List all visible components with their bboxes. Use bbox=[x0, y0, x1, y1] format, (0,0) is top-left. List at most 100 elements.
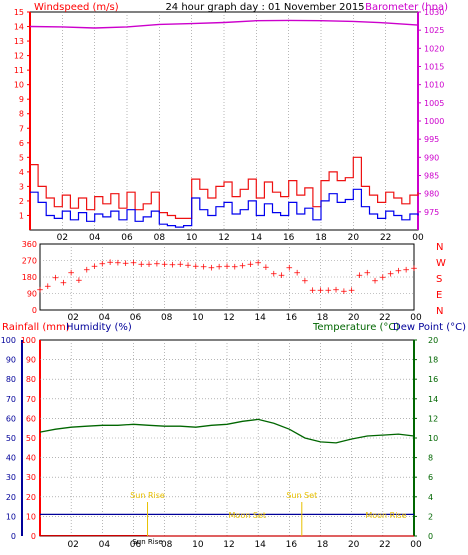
y-tick-label-rainfall: 0 bbox=[31, 532, 36, 541]
y-tick-label: 180 bbox=[22, 273, 37, 282]
direction-point: + bbox=[192, 262, 200, 272]
direction-point: + bbox=[325, 286, 333, 296]
x-tick-label: 10 bbox=[192, 313, 204, 323]
direction-point: + bbox=[379, 273, 387, 283]
y-tick-label: 8 bbox=[19, 110, 24, 119]
series-line-barometer bbox=[29, 19, 419, 29]
x-tick-label: 02 bbox=[67, 313, 78, 323]
humidity-label: Humidity (%) bbox=[66, 322, 132, 333]
y-tick-label: 15 bbox=[14, 8, 24, 17]
direction-point: + bbox=[317, 286, 325, 296]
compass-label: S bbox=[436, 274, 442, 285]
direction-point: + bbox=[293, 268, 301, 278]
direction-point: + bbox=[36, 285, 44, 295]
direction-point: + bbox=[231, 263, 239, 273]
y-tick-label: 2 bbox=[19, 197, 24, 206]
y-tick-label-rainfall: 70 bbox=[26, 395, 36, 404]
direction-point: + bbox=[130, 259, 138, 269]
y-tick-label: 270 bbox=[22, 257, 37, 266]
y-tick-label-right: 975 bbox=[424, 208, 439, 217]
direction-point: + bbox=[44, 282, 52, 292]
barometer-label: Barometer (hpa) bbox=[365, 2, 448, 13]
y-tick-label-temperature: 14 bbox=[428, 395, 438, 404]
dewpoint-label: Dew Point (°C) bbox=[393, 322, 466, 333]
x-tick-label: 18 bbox=[317, 540, 329, 550]
direction-point: + bbox=[356, 271, 364, 281]
direction-point: + bbox=[114, 259, 122, 269]
series-line-temperature bbox=[39, 418, 415, 444]
y-tick-label-rainfall: 50 bbox=[26, 434, 36, 443]
sunrise-axis-label: Sun Rise bbox=[132, 538, 162, 546]
direction-point: + bbox=[363, 268, 371, 278]
x-tick-label: 00 bbox=[412, 233, 424, 243]
y-tick-label: 12 bbox=[14, 52, 24, 61]
series-line-gust bbox=[30, 188, 419, 228]
x-tick-label: 18 bbox=[315, 233, 327, 243]
x-tick-label: 06 bbox=[130, 313, 142, 323]
direction-point: + bbox=[122, 259, 130, 269]
x-tick-label: 22 bbox=[379, 313, 390, 323]
x-tick-label: 08 bbox=[161, 540, 173, 550]
x-tick-label: 00 bbox=[410, 313, 422, 323]
y-tick-label-right: 1010 bbox=[424, 81, 444, 90]
y-tick-label: 1 bbox=[19, 211, 24, 220]
rainfall-label: Rainfall (mm) bbox=[2, 322, 70, 333]
direction-point: + bbox=[371, 277, 379, 287]
y-tick-label-temperature: 0 bbox=[428, 532, 433, 541]
y-tick-label-humidity: 40 bbox=[6, 454, 16, 463]
y-tick-label: 10 bbox=[14, 81, 24, 90]
temperature-label: Temperature (°C) bbox=[312, 322, 399, 333]
y-tick-label-right: 1025 bbox=[424, 26, 444, 35]
direction-point: + bbox=[402, 266, 410, 276]
x-tick-label: 14 bbox=[254, 313, 266, 323]
direction-point: + bbox=[223, 262, 231, 272]
x-tick-label: 06 bbox=[130, 540, 142, 550]
y-tick-label: 5 bbox=[19, 153, 24, 162]
y-tick-label-humidity: 80 bbox=[6, 375, 16, 384]
direction-point: + bbox=[395, 267, 403, 277]
x-tick-label: 20 bbox=[348, 313, 360, 323]
y-tick-label-temperature: 2 bbox=[428, 512, 433, 521]
y-tick-label-right: 1005 bbox=[424, 99, 444, 108]
y-tick-label-temperature: 20 bbox=[428, 336, 438, 345]
x-tick-label: 04 bbox=[89, 233, 101, 243]
y-tick-label-temperature: 6 bbox=[428, 473, 433, 482]
direction-point: + bbox=[176, 260, 184, 270]
x-tick-label: 16 bbox=[283, 233, 295, 243]
direction-point: + bbox=[169, 261, 177, 271]
y-tick-label-right: 1000 bbox=[424, 117, 444, 126]
windspeed-label: Windspeed (m/s) bbox=[34, 2, 119, 13]
y-tick-label-right: 985 bbox=[424, 172, 439, 181]
series-line-windspeed bbox=[30, 156, 419, 219]
x-tick-label: 10 bbox=[192, 540, 204, 550]
compass-label: E bbox=[436, 290, 442, 301]
direction-point: + bbox=[106, 258, 114, 268]
y-tick-label: 13 bbox=[14, 37, 24, 46]
y-tick-label: 14 bbox=[14, 23, 24, 32]
direction-point: + bbox=[75, 276, 83, 286]
direction-point: + bbox=[153, 259, 161, 269]
direction-point: + bbox=[247, 260, 255, 270]
y-tick-label-humidity: 90 bbox=[6, 356, 16, 365]
y-tick-label-rainfall: 100 bbox=[21, 336, 36, 345]
direction-point: + bbox=[278, 271, 286, 281]
direction-point: + bbox=[332, 285, 340, 295]
direction-point: + bbox=[99, 259, 107, 269]
x-tick-label: 02 bbox=[67, 540, 78, 550]
direction-point: + bbox=[91, 262, 99, 272]
y-tick-label-humidity: 20 bbox=[6, 493, 16, 502]
direction-point: + bbox=[60, 279, 68, 289]
direction-point: + bbox=[67, 268, 75, 278]
direction-point: + bbox=[286, 263, 294, 273]
x-tick-label: 04 bbox=[99, 313, 111, 323]
x-tick-label: 00 bbox=[410, 540, 422, 550]
x-tick-label: 22 bbox=[380, 233, 391, 243]
y-tick-label-rainfall: 60 bbox=[26, 414, 36, 423]
y-tick-label-humidity: 0 bbox=[11, 532, 16, 541]
direction-point: + bbox=[270, 269, 278, 279]
y-tick-label-right: 1020 bbox=[424, 44, 444, 53]
y-tick-label-rainfall: 30 bbox=[26, 473, 36, 482]
y-tick-label: 11 bbox=[14, 66, 24, 75]
direction-point: + bbox=[348, 286, 356, 296]
